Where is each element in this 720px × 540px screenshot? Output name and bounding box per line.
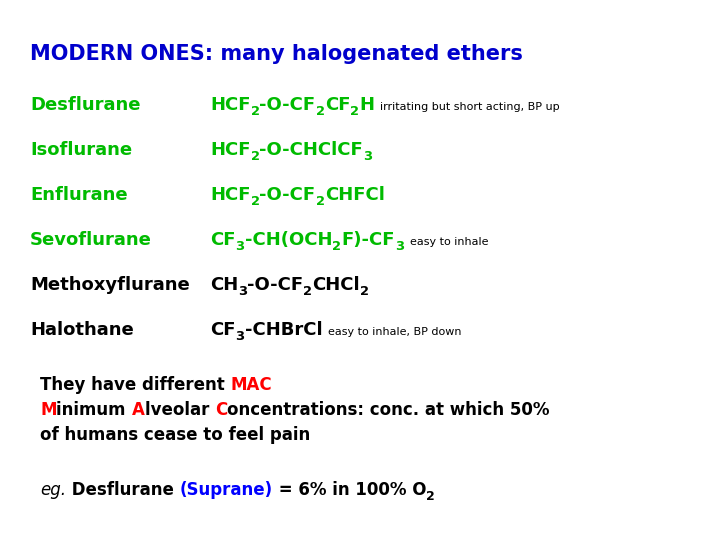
Text: CH: CH [210,276,238,294]
Text: 3: 3 [235,240,245,253]
Text: lveolar: lveolar [145,401,215,419]
Text: 2: 2 [360,285,369,298]
Text: Desflurane: Desflurane [30,96,140,114]
Text: Halothane: Halothane [30,321,134,339]
Text: Sevoflurane: Sevoflurane [30,231,152,249]
Text: eg.: eg. [40,481,66,499]
Text: 2: 2 [350,105,359,118]
Text: -CHBrCl: -CHBrCl [245,321,323,339]
Text: inimum: inimum [56,401,132,419]
Text: M: M [40,401,56,419]
Text: 2: 2 [315,105,325,118]
Text: 2: 2 [304,285,312,298]
Text: CF: CF [210,321,235,339]
Text: 3: 3 [235,330,245,343]
Text: CF: CF [210,231,235,249]
Text: -O-CHClCF: -O-CHClCF [259,141,364,159]
Text: oncentrations: conc. at which 50%: oncentrations: conc. at which 50% [227,401,549,419]
Text: HCF: HCF [210,96,251,114]
Text: MAC: MAC [230,376,272,394]
Text: 3: 3 [364,150,372,163]
Text: 2: 2 [251,150,259,163]
Text: -O-CF: -O-CF [248,276,304,294]
Text: -CH(OCH: -CH(OCH [245,231,332,249]
Text: 2: 2 [332,240,341,253]
Text: A: A [132,401,145,419]
Text: 3: 3 [238,285,248,298]
Text: MODERN ONES: many halogenated ethers: MODERN ONES: many halogenated ethers [30,44,523,64]
Text: CHFCl: CHFCl [325,186,384,204]
Text: They have different: They have different [40,376,230,394]
Text: 2: 2 [426,490,435,503]
Text: 3: 3 [395,240,404,253]
Text: -O-CF: -O-CF [259,96,315,114]
Text: Isoflurane: Isoflurane [30,141,132,159]
Text: Enflurane: Enflurane [30,186,127,204]
Text: CHCl: CHCl [312,276,360,294]
Text: F)-CF: F)-CF [341,231,395,249]
Text: HCF: HCF [210,186,251,204]
Text: easy to inhale: easy to inhale [410,237,488,247]
Text: (Suprane): (Suprane) [179,481,273,499]
Text: = 6% in 100% O: = 6% in 100% O [273,481,426,499]
Text: 2: 2 [251,195,259,208]
Text: 2: 2 [251,105,259,118]
Text: Methoxyflurane: Methoxyflurane [30,276,190,294]
Text: H: H [359,96,374,114]
Text: CF: CF [325,96,350,114]
Text: Desflurane: Desflurane [66,481,179,499]
Text: -O-CF: -O-CF [259,186,315,204]
Text: easy to inhale, BP down: easy to inhale, BP down [328,327,462,337]
Text: C: C [215,401,227,419]
Text: of humans cease to feel pain: of humans cease to feel pain [40,426,310,444]
Text: HCF: HCF [210,141,251,159]
Text: 2: 2 [315,195,325,208]
Text: irritating but short acting, BP up: irritating but short acting, BP up [380,102,559,112]
